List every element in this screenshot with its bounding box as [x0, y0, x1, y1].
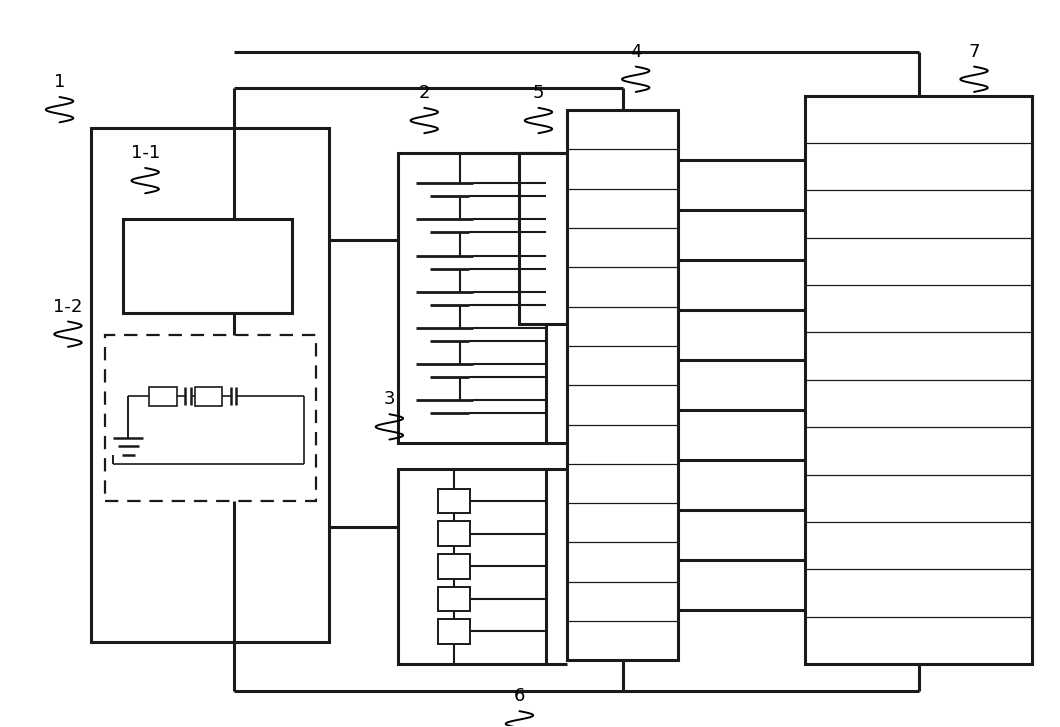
Text: 2: 2	[419, 84, 430, 102]
Bar	[149, 387, 177, 406]
Bar	[398, 468, 546, 664]
Bar	[123, 219, 293, 313]
Bar	[567, 110, 678, 660]
Text: 5: 5	[533, 84, 544, 102]
Text: 1-2: 1-2	[53, 297, 83, 316]
Bar	[519, 153, 572, 324]
Text: 4: 4	[630, 43, 641, 61]
Bar	[438, 489, 470, 513]
Bar	[438, 587, 470, 611]
Bar	[805, 95, 1032, 664]
Bar	[438, 521, 470, 546]
Bar	[438, 554, 470, 579]
Bar	[438, 619, 470, 644]
Text: 3: 3	[384, 390, 395, 409]
Text: 1-1: 1-1	[130, 144, 160, 162]
Bar	[195, 387, 223, 406]
Bar	[105, 334, 317, 501]
Text: 6: 6	[514, 687, 525, 705]
Bar	[398, 153, 546, 443]
Text: 7: 7	[968, 43, 979, 61]
Text: 1: 1	[54, 73, 66, 91]
Bar	[91, 128, 329, 643]
